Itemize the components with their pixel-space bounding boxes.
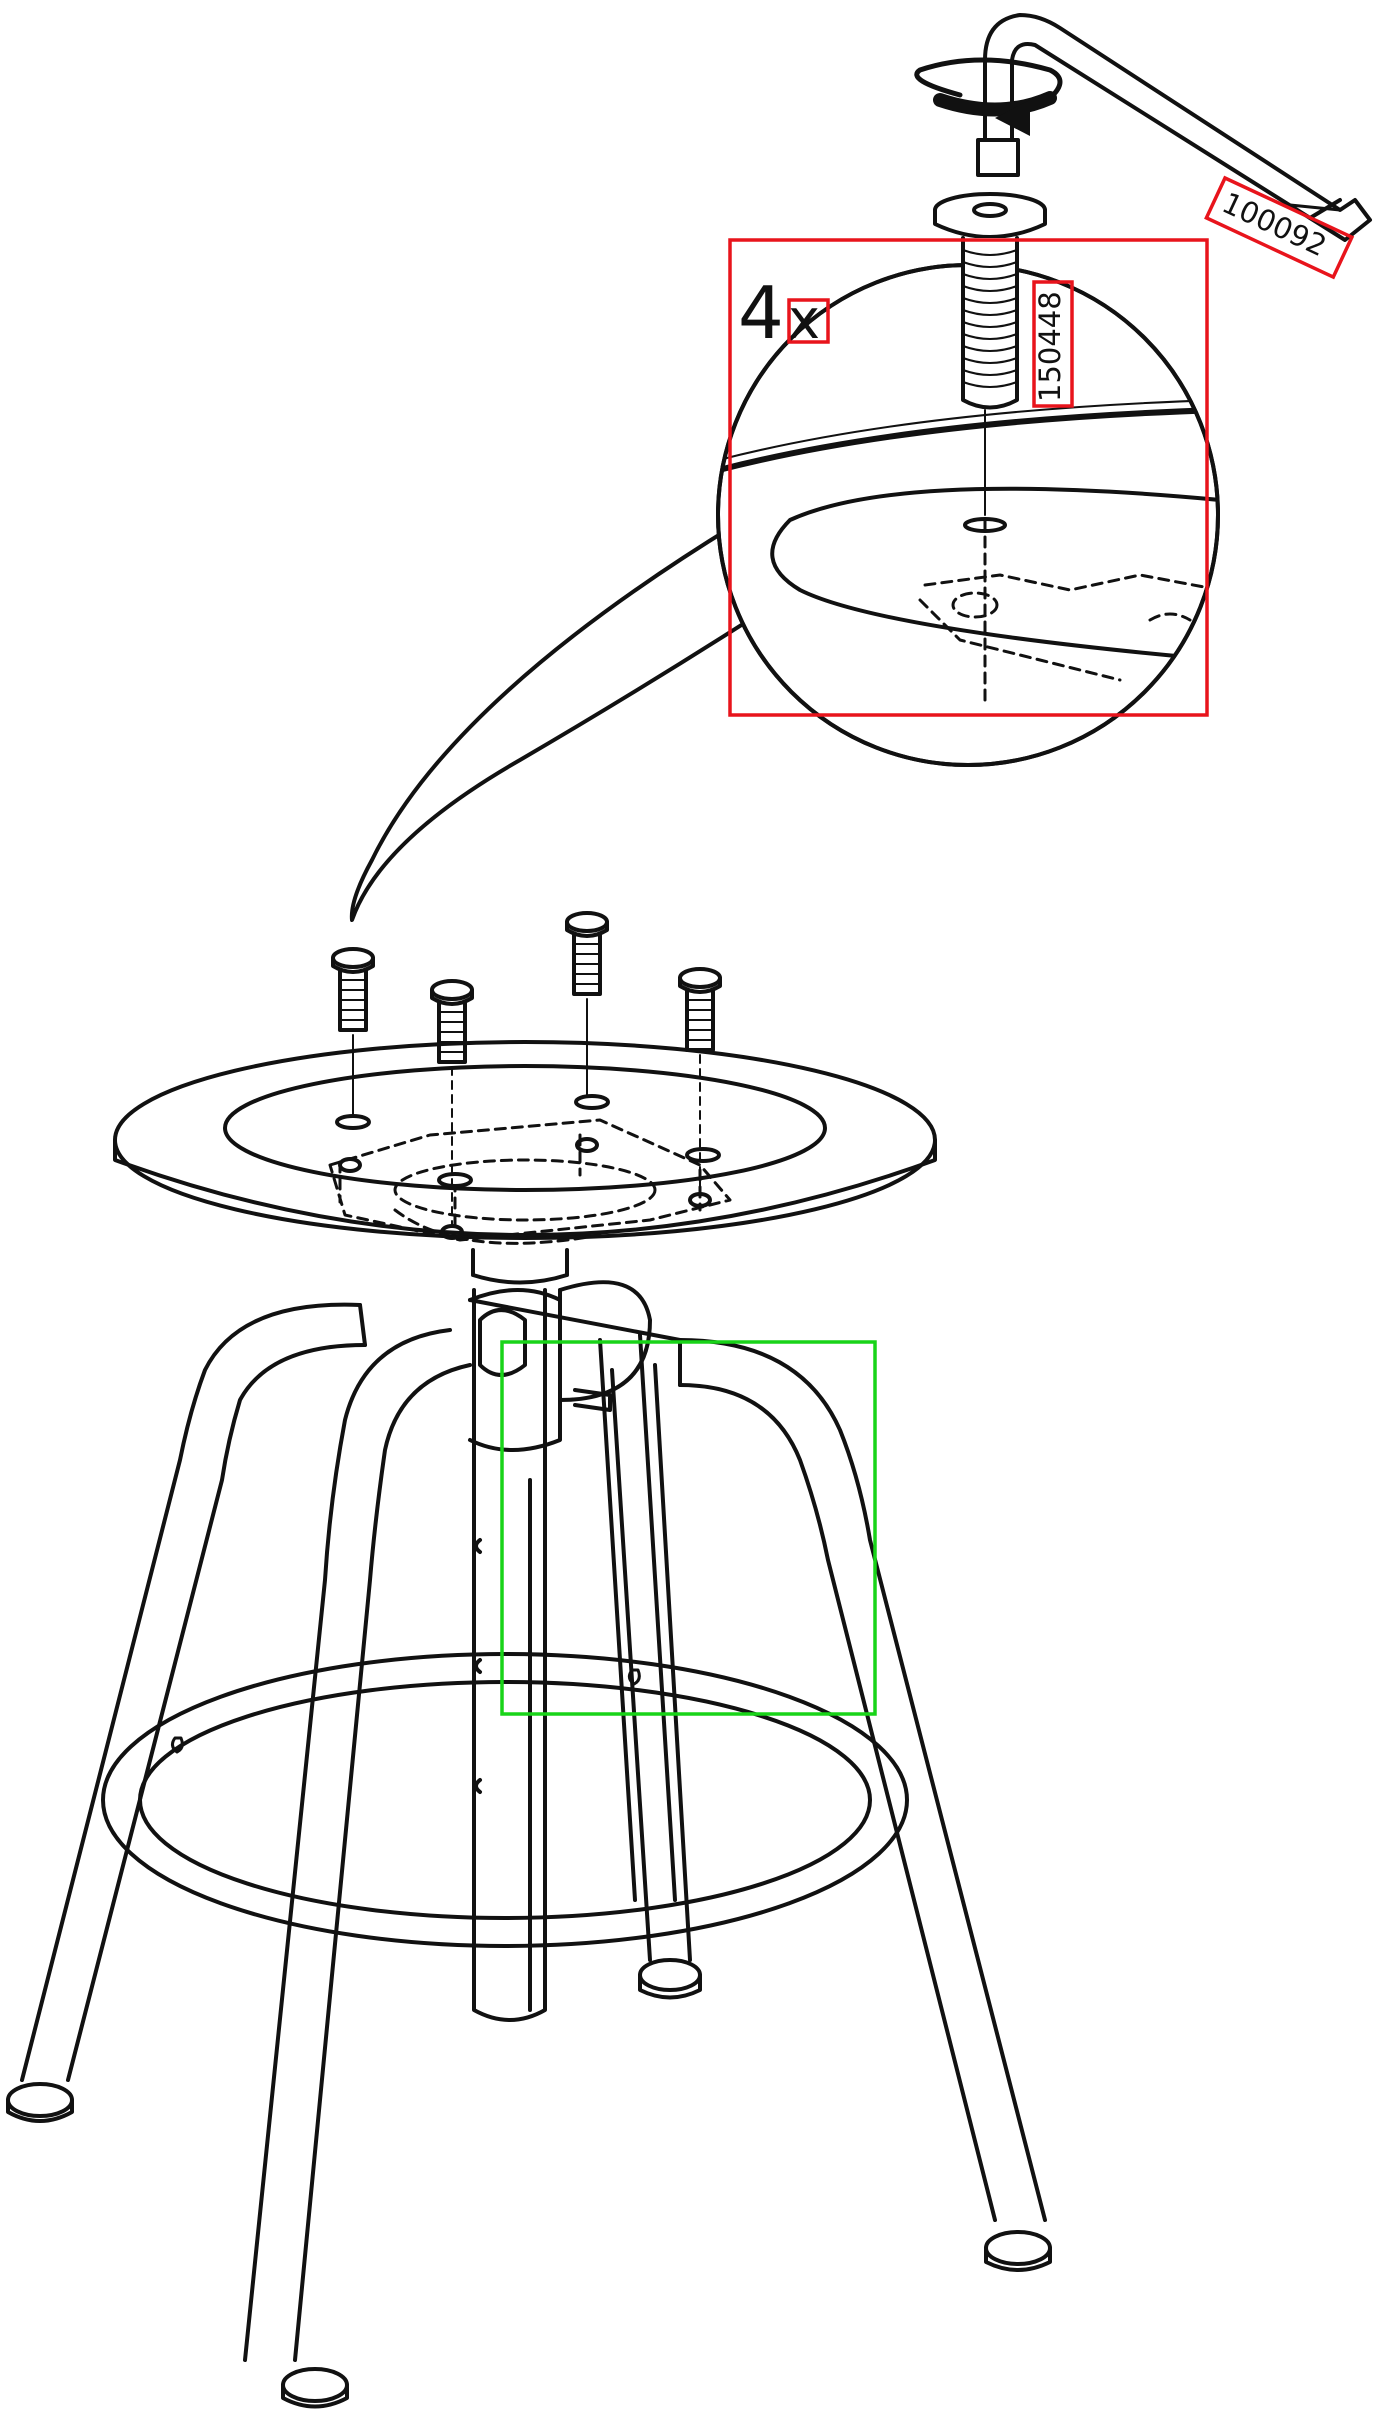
detail-zoom: [716, 192, 1220, 767]
screws: [331, 911, 722, 1226]
part-number-label: 150448: [1033, 291, 1067, 402]
quantity-number: 4: [738, 271, 784, 355]
rear-legs: [598, 1333, 702, 2000]
rotate-arrow-icon: [914, 57, 1063, 136]
center-column: [468, 1288, 562, 2022]
seat: [113, 1040, 937, 1285]
legs: [6, 1280, 1052, 2409]
part-number-box: [1032, 280, 1074, 408]
focus-highlight-box: [500, 1340, 877, 1716]
screw-icon: [678, 967, 722, 1196]
tool-number-box: [1204, 175, 1355, 280]
foot-ring: [101, 1652, 909, 1948]
screw-icon: [933, 192, 1047, 410]
annotation-boxes: [500, 175, 1355, 1716]
detail-highlight-box: [728, 238, 1209, 717]
screw-icon: [565, 911, 609, 1096]
screw-icon: [430, 979, 474, 1226]
callout-pointer: [349, 523, 767, 922]
screw-icon: [331, 947, 375, 1116]
allen-key-icon: [976, 13, 1372, 242]
quantity-suffix-box: [787, 298, 830, 344]
mounting-plate: [328, 1118, 732, 1245]
